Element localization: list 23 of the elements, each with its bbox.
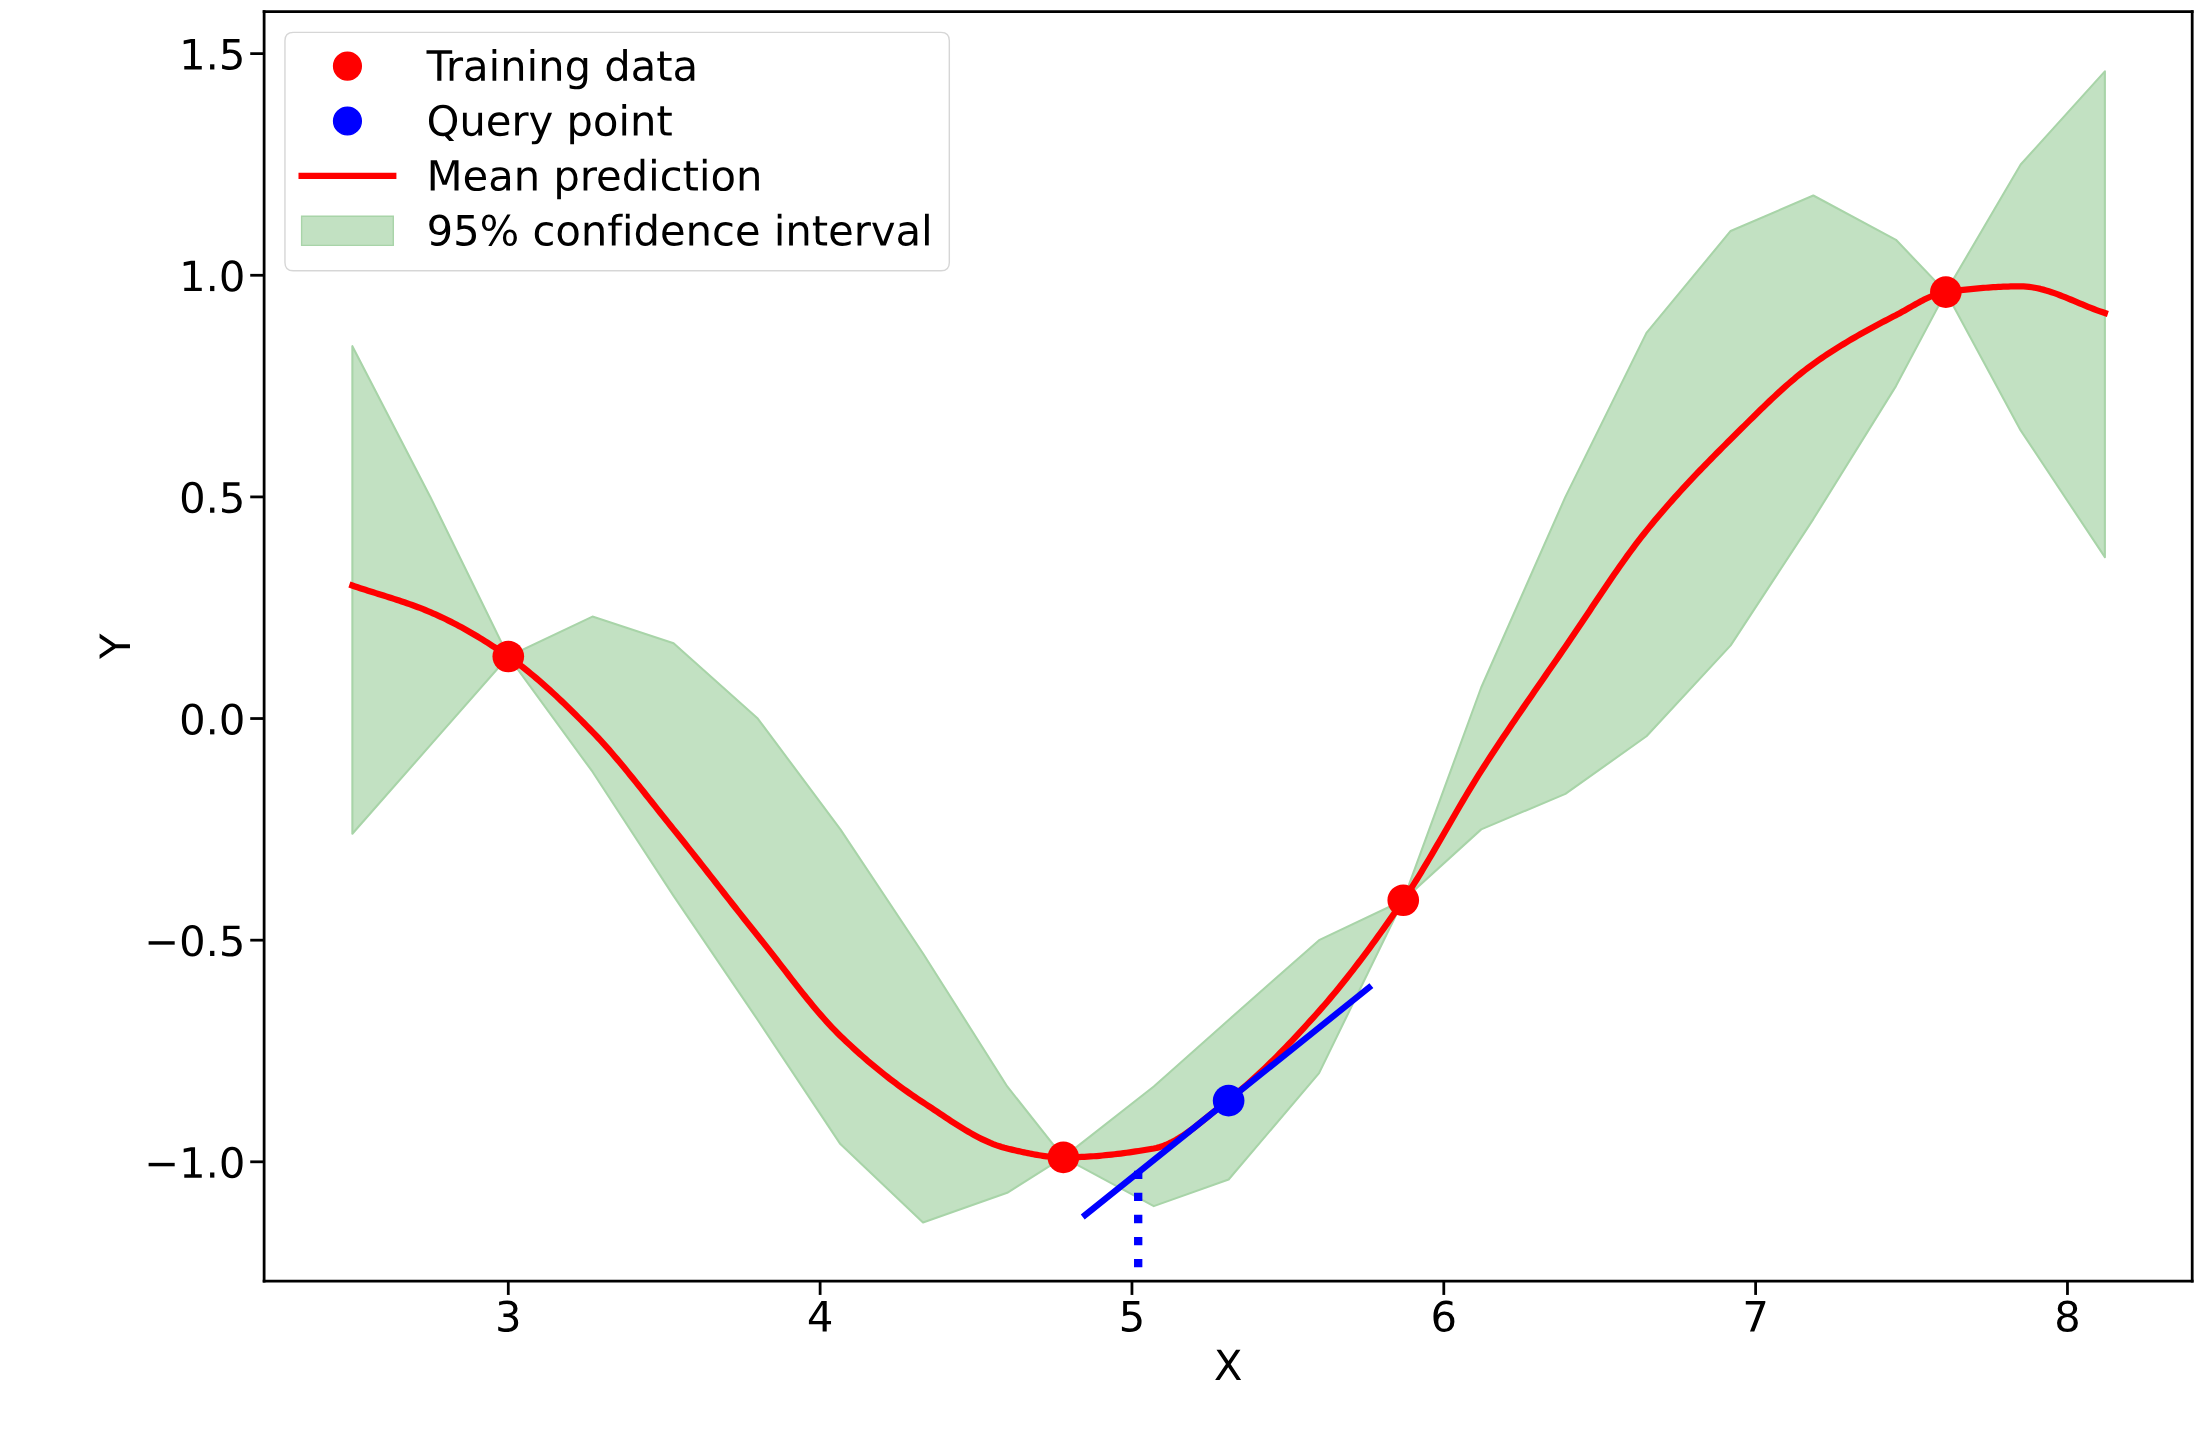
legend-label: 95% confidence interval (429, 213, 929, 247)
y-axis-title: Y (99, 633, 130, 660)
x-tick-label: 8 (2057, 1300, 2078, 1333)
x-tick-label: 5 (1121, 1301, 1142, 1333)
point (1047, 1141, 1080, 1174)
y-tick-label: 1.0 (183, 260, 243, 292)
point (1212, 1084, 1245, 1117)
x-tick-label: 6 (1433, 1300, 1455, 1333)
legend-label: Mean prediction (430, 158, 759, 200)
legend-label: Training data (426, 49, 695, 90)
point (492, 640, 525, 673)
y-tick-label: 1.5 (183, 39, 242, 71)
legend-label: Query point (428, 103, 672, 145)
y-tick-label: 0.5 (181, 481, 242, 514)
x-tick-label: 4 (808, 1301, 832, 1332)
y-tick-label: −0.5 (148, 925, 242, 957)
y-tick-label: 0.0 (181, 703, 243, 735)
y-tick-label: −1.0 (148, 1146, 243, 1179)
x-axis-title: X (1215, 1349, 1242, 1381)
x-tick-label: 3 (498, 1300, 519, 1333)
point (1387, 884, 1420, 917)
point (1930, 276, 1962, 308)
x-tick-label: 7 (1745, 1301, 1766, 1332)
